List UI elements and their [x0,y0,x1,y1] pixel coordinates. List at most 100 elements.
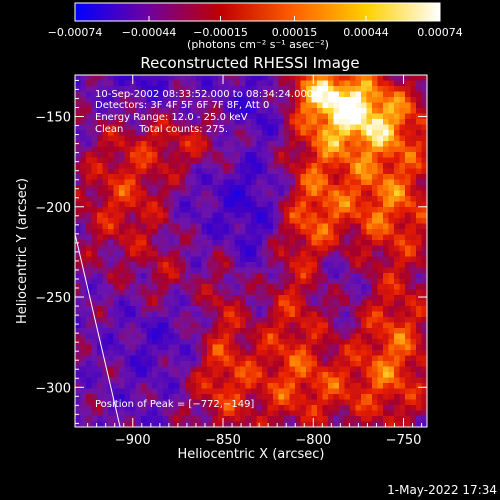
heatmap-cell [75,262,81,268]
heatmap-cell [179,339,186,345]
heatmap-cell [163,174,169,180]
heatmap-cell [218,339,224,345]
heatmap-cell [399,234,406,241]
heatmap-cell [267,223,274,230]
heatmap-cell [234,97,241,103]
heatmap-cell [388,240,395,246]
heatmap-cell [262,234,268,241]
heatmap-cell [339,234,345,241]
heatmap-cell [135,300,142,307]
heatmap-cell [273,383,279,389]
heatmap-cell [366,350,373,356]
heatmap-cell [267,372,274,378]
heatmap-cell [333,102,340,109]
heatmap-cell [185,86,191,92]
heatmap-cell [240,295,246,301]
heatmap-cell [179,300,186,307]
heatmap-cell [377,311,384,318]
heatmap-cell [366,91,373,98]
heatmap-cell [322,339,329,345]
heatmap-cell [201,102,208,109]
heatmap-cell [372,157,378,164]
heatmap-cell [328,201,334,208]
heatmap-cell [86,97,92,103]
heatmap-cell [295,284,301,290]
heatmap-cell [317,339,323,345]
heatmap-cell [141,207,147,213]
heatmap-cell [289,339,296,345]
heatmap-cell [240,146,246,153]
heatmap-cell [399,251,406,257]
heatmap-cell [152,108,158,114]
heatmap-cell [141,361,147,367]
heatmap-cell [300,201,307,208]
heatmap-cell [234,185,241,191]
heatmap-cell [295,278,301,285]
heatmap-cell [317,80,323,87]
heatmap-cell [196,119,202,125]
heatmap-cell [317,278,323,285]
heatmap-cell [267,388,274,395]
heatmap-cell [113,245,120,252]
heatmap-cell [262,251,268,257]
heatmap-cell [75,322,81,329]
heatmap-cell [328,207,334,213]
heatmap-cell [163,361,169,367]
heatmap-cell [86,322,92,329]
heatmap-cell [410,108,417,114]
heatmap-cell [267,91,274,98]
heatmap-cell [421,196,427,202]
heatmap-cell [410,372,417,378]
heatmap-cell [201,295,208,301]
heatmap-cell [399,300,406,307]
heatmap-cell [355,410,362,417]
heatmap-cell [267,245,274,252]
heatmap-cell [75,179,81,186]
heatmap-cell [201,97,208,103]
heatmap-cell [91,267,98,274]
heatmap-cell [377,91,384,98]
heatmap-cell [185,119,191,125]
heatmap-cell [97,289,103,296]
heatmap-cell [185,278,191,285]
heatmap-cell [251,322,257,329]
heatmap-cell [135,251,142,257]
heatmap-cell [317,141,323,147]
heatmap-cell [75,91,81,98]
heatmap-cell [394,135,400,142]
heatmap-cell [80,289,87,296]
heatmap-cell [289,416,296,422]
heatmap-cell [295,366,301,373]
heatmap-cell [256,102,263,109]
heatmap-cell [256,388,263,395]
heatmap-cell [256,157,263,164]
heatmap-cell [185,300,191,307]
heatmap-cell [300,267,307,274]
heatmap-cell [201,355,208,362]
heatmap-cell [372,135,378,142]
heatmap-cell [289,366,296,373]
heatmap-cell [168,75,175,81]
heatmap-cell [240,245,246,252]
heatmap-cell [328,113,334,120]
heatmap-cell [97,399,103,406]
heatmap-cell [234,234,241,241]
heatmap-cell [251,405,257,411]
heatmap-cell [366,262,373,268]
heatmap-cell [190,201,197,208]
heatmap-cell [102,267,109,274]
heatmap-cell [91,229,98,235]
heatmap-cell [322,157,329,164]
heatmap-cell [339,317,345,323]
heatmap-cell [152,179,158,186]
heatmap-cell [97,416,103,422]
heatmap-cell [124,141,131,147]
heatmap-cell [377,196,384,202]
heatmap-cell [322,80,329,87]
heatmap-cell [229,311,235,318]
heatmap-cell [339,168,345,175]
heatmap-cell [245,333,252,340]
heatmap-cell [267,328,274,334]
heatmap-cell [306,245,312,252]
heatmap-cell [218,410,224,417]
